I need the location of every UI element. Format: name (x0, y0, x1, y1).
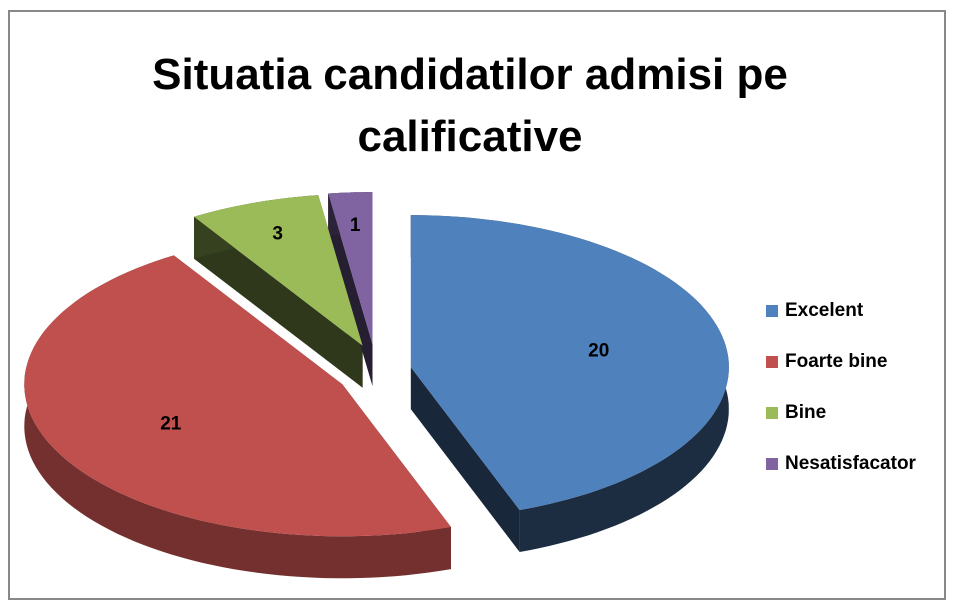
slice-radial-wall (194, 216, 363, 388)
chart-title: Situatia candidatilor admisi pe califica… (152, 50, 788, 161)
data-label: 3 (272, 223, 283, 244)
slice (328, 192, 373, 345)
data-label: 21 (160, 413, 182, 434)
legend-swatch (766, 407, 778, 419)
slice-radial-wall (328, 193, 373, 387)
slice-outer-wall (24, 255, 452, 579)
chart-frame (8, 10, 946, 600)
slice (24, 255, 452, 537)
slice (194, 195, 363, 346)
slice (410, 215, 729, 510)
legend-label: Nesatisfacator (785, 453, 917, 474)
data-label: 1 (350, 215, 361, 236)
legend-label: Bine (785, 402, 826, 423)
slice-radial-wall (410, 367, 520, 552)
legend-swatch (766, 356, 778, 368)
data-label: 20 (588, 340, 609, 361)
legend-label: Foarte bine (785, 351, 887, 372)
legend-swatch (766, 305, 778, 317)
legend-swatch (766, 458, 778, 470)
legend-label: Excelent (785, 300, 864, 321)
